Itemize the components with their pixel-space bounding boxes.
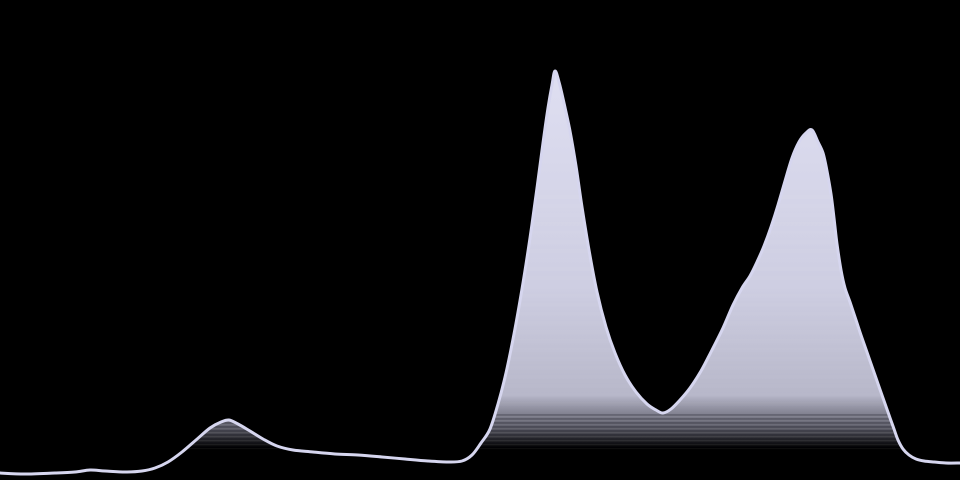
area-fill	[0, 70, 960, 480]
curve-line	[0, 69, 960, 476]
